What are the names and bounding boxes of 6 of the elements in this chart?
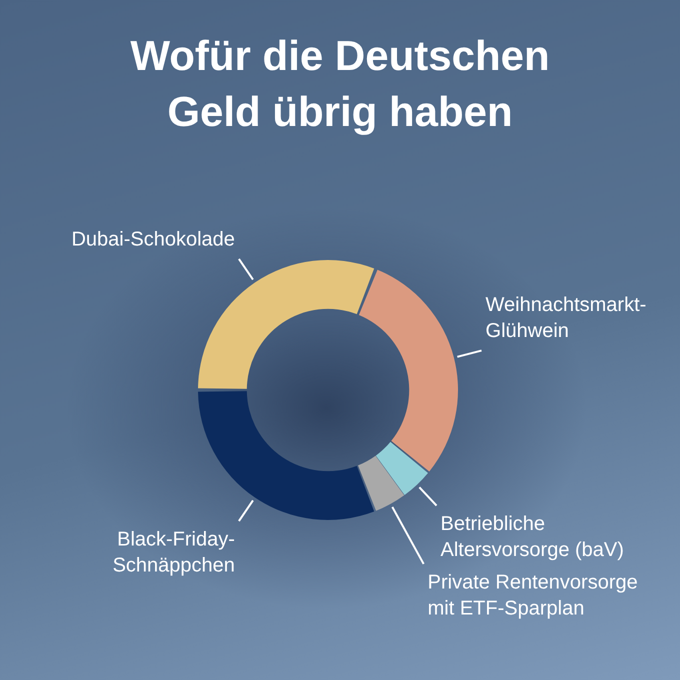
chart-title: Wofür die Deutschen Geld übrig haben: [129, 31, 551, 137]
slice-label: Dubai-Schokolade: [71, 228, 235, 250]
slice-label: Weihnachtsmarkt-Glühwein: [486, 294, 646, 342]
slice-label: Black-Friday-Schnäppchen: [112, 528, 235, 577]
slice-label: Betriebliche Altersvorsorge (baV): [440, 513, 624, 562]
slice-label: Private Rentenvorsorge mit ETF-Sparplan: [428, 571, 638, 620]
